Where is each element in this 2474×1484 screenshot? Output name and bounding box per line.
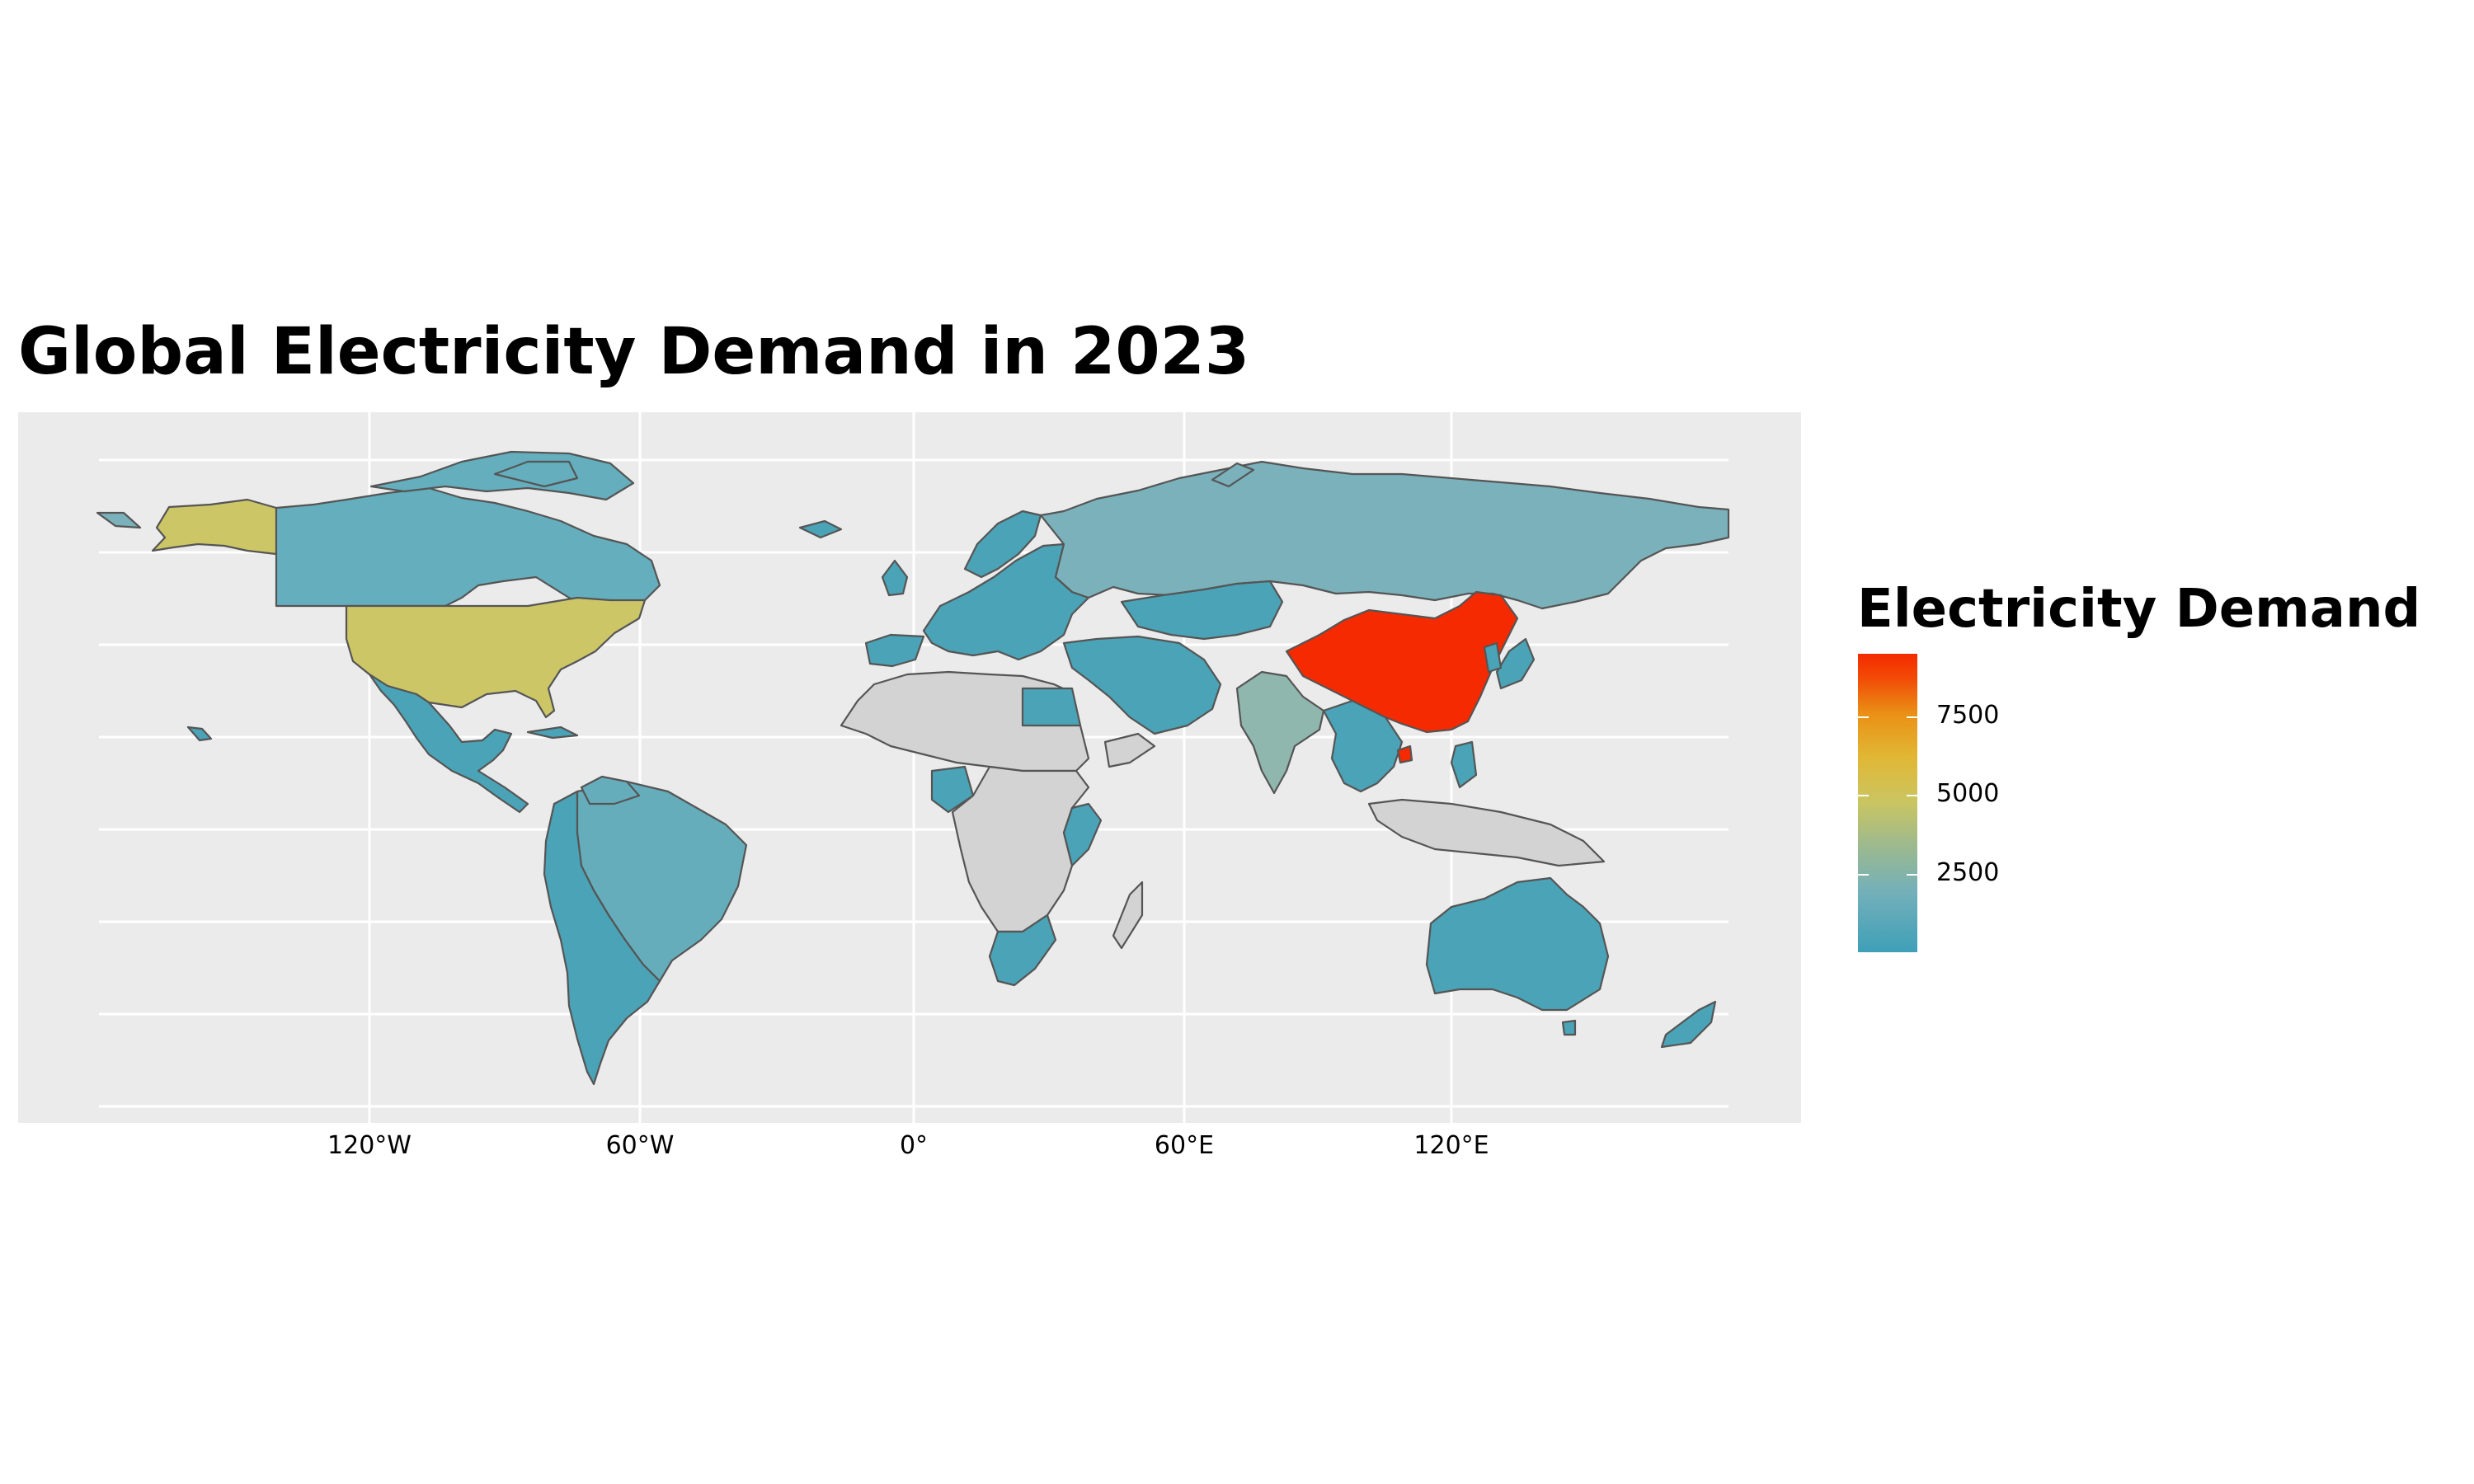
region-nigeria: [930, 765, 975, 814]
region-novaya-zemlya: [1211, 462, 1255, 488]
x-tick-0: 0°: [899, 1131, 929, 1160]
legend-tick-5000: [1858, 795, 1869, 796]
legend-tick-2500: [1858, 874, 1869, 876]
region-hainan: [1396, 744, 1413, 764]
legend-tick-5000-right: [1907, 795, 1917, 796]
region-australia: [1425, 876, 1610, 1012]
legend-label-7500: 7500: [1936, 701, 2000, 730]
region-south-america-west: [543, 790, 661, 1086]
region-iceland: [798, 519, 843, 539]
legend-colorbar: [1858, 654, 1917, 952]
region-iberia: [864, 633, 925, 668]
x-tick-120w: 120°W: [327, 1131, 412, 1160]
region-philippines: [1450, 740, 1478, 789]
region-egypt: [1021, 687, 1082, 727]
region-canada: [275, 486, 661, 610]
chart-title: Global Electricity Demand in 2023: [18, 315, 1250, 389]
x-tick-60w: 60°W: [605, 1131, 675, 1160]
region-madagascar: [1112, 881, 1144, 950]
x-tick-60e: 60°E: [1154, 1131, 1215, 1160]
region-scandinavia: [963, 510, 1042, 579]
region-venezuela: [580, 775, 641, 805]
region-japan: [1495, 637, 1536, 690]
region-indonesia: [1367, 798, 1606, 867]
region-korea: [1483, 641, 1503, 674]
region-south-africa: [988, 913, 1057, 987]
region-central-asia: [1120, 580, 1284, 641]
region-cuba: [526, 726, 579, 740]
region-alaska: [151, 498, 278, 556]
region-middle-east: [1062, 635, 1222, 735]
region-east-africa: [1062, 802, 1103, 867]
region-russia: [1039, 460, 1730, 610]
legend-title: Electricity Demand: [1857, 579, 2421, 640]
region-mexico: [368, 673, 529, 814]
region-greenland-coast: [493, 460, 579, 488]
legend-tick-7500: [1858, 716, 1869, 718]
region-arabia-south: [1103, 732, 1156, 768]
region-chukotka: [96, 511, 142, 529]
legend-tick-7500-right: [1907, 716, 1917, 718]
x-tick-120e: 120°E: [1413, 1131, 1489, 1160]
region-india: [1235, 670, 1325, 795]
legend-tick-2500-right: [1907, 874, 1917, 876]
legend-label-2500: 2500: [1936, 858, 2000, 887]
region-new-zealand: [1660, 1000, 1717, 1049]
legend-label-5000: 5000: [1936, 779, 2000, 808]
region-uk: [881, 559, 909, 597]
region-tasmania: [1561, 1019, 1577, 1036]
region-hawaii: [186, 726, 213, 742]
